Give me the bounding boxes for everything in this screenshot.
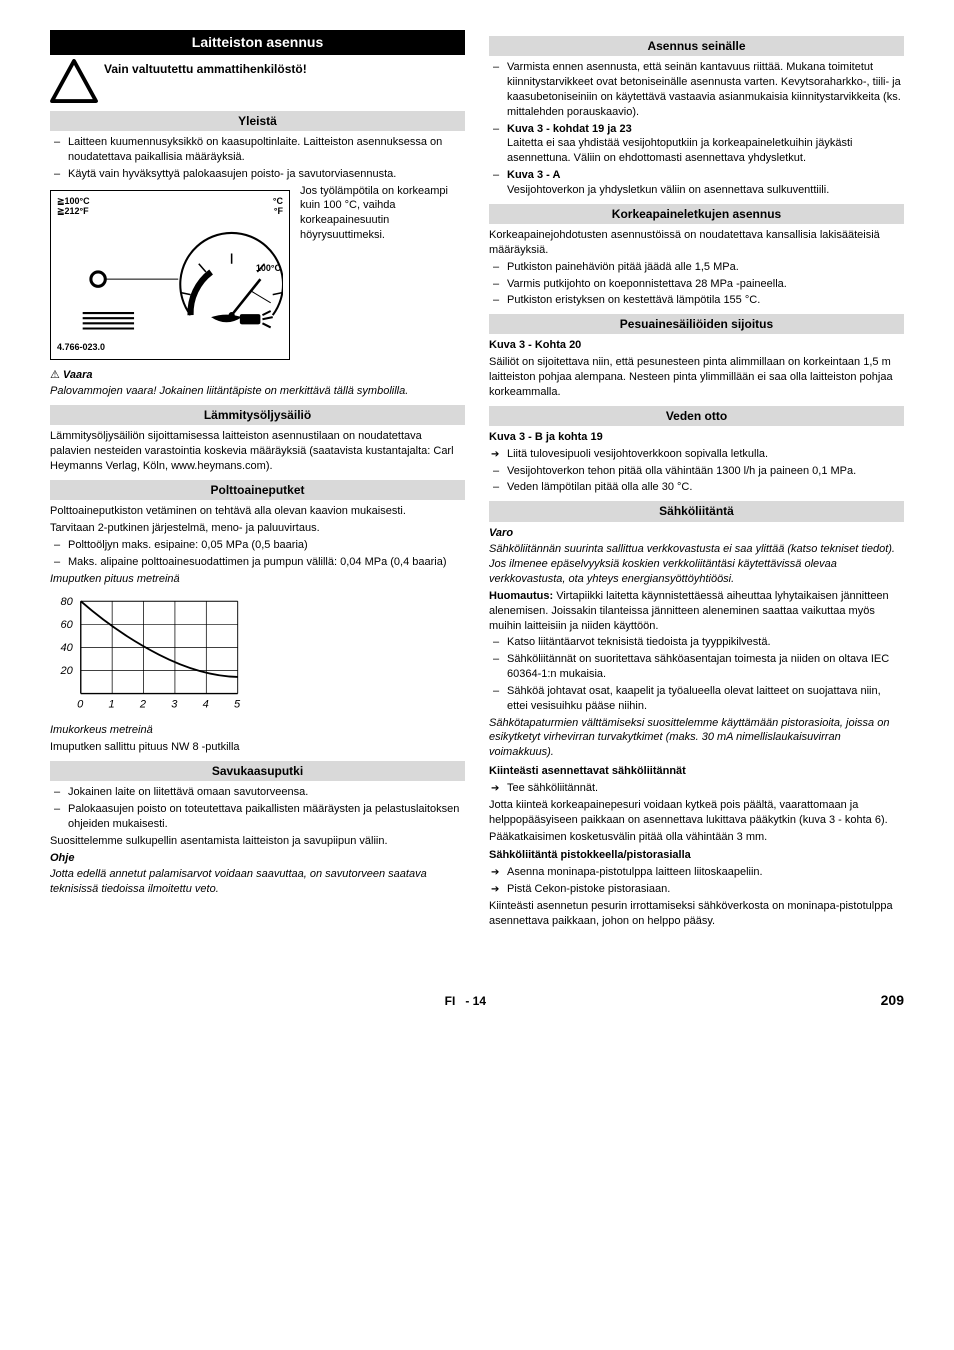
plug-arrow-list: Asenna moninapa-pistotulppa laitteen lii… xyxy=(489,865,904,897)
svg-text:1: 1 xyxy=(108,699,114,711)
authorized-warning-box: Vain valtuutettu ammattihenkilöstö! xyxy=(50,59,465,103)
general-list: Laitteen kuumennusyksikkö on kaasupoltin… xyxy=(50,135,465,182)
gauge-diagram: ≧100°C ≧212°F °C °F xyxy=(50,190,290,360)
danger-heading: ⚠ Vaara xyxy=(50,368,465,383)
elec-list: Katso liitäntäarvot teknisistä tiedoista… xyxy=(489,635,904,713)
list-item: Putkiston eristyksen on kestettävä lämpö… xyxy=(489,293,904,308)
warning-triangle-icon xyxy=(50,59,98,103)
label-setpoint: 100°C xyxy=(256,264,281,274)
det-body: Säiliöt on sijoitettava niin, että pesun… xyxy=(489,355,904,400)
list-item: Palokaasujen poisto on toteutettava paik… xyxy=(50,802,465,832)
section-tank: Lämmitysöljysäiliö xyxy=(50,405,465,425)
varo-title: Varo xyxy=(489,526,904,541)
fixed-body1: Jotta kiinteä korkeapainepesuri voidaan … xyxy=(489,798,904,828)
danger-body: Palovammojen vaara! Jokainen liitäntäpis… xyxy=(50,384,465,399)
list-item: Maks. alipaine polttoainesuodattimen ja … xyxy=(50,555,465,570)
wall-list: Varmista ennen asennusta, että seinän ka… xyxy=(489,60,904,198)
page-number: 209 xyxy=(881,991,904,1010)
note-body: Jotta edellä annetut palamisarvot voidaa… xyxy=(50,867,465,897)
list-item: Vesijohtoverkon tehon pitää olla vähintä… xyxy=(489,464,904,479)
footer-dash: - xyxy=(465,994,469,1008)
svg-text:20: 20 xyxy=(59,666,73,678)
gauge-side-note: Jos työlämpötila on korkeampi kuin 100 °… xyxy=(300,184,465,243)
footer-lang: FI xyxy=(445,994,456,1008)
note-title: Ohje xyxy=(50,851,465,866)
list-item: Putkiston painehäviön pitää jäädä alle 1… xyxy=(489,260,904,275)
svg-text:40: 40 xyxy=(60,642,73,654)
section-general: Yleistä xyxy=(50,111,465,131)
varo-body: Sähköliitännän suurinta sallittua verkko… xyxy=(489,542,904,587)
page-footer: FI - 14 209 xyxy=(50,991,904,1010)
label-212f: ≧212°F xyxy=(57,207,90,217)
huom-line: Huomautus: Virtapiikki laitetta käynnist… xyxy=(489,589,904,634)
list-item: Liitä tulovesipuoli vesijohtoverkkoon so… xyxy=(489,447,904,462)
plug-title: Sähköliitäntä pistokkeella/pistorasialla xyxy=(489,848,904,863)
flue-p: Suosittelemme sulkupellin asentamista la… xyxy=(50,834,465,849)
fuel-chart: 80 60 40 20 0 1 2 3 4 5 xyxy=(50,592,250,712)
list-item: Veden lämpötilan pitää olla alle 30 °C. xyxy=(489,480,904,495)
list-item: Pistä Cekon-pistoke pistorasiaan. xyxy=(489,882,904,897)
section-flue: Savukaasuputki xyxy=(50,761,465,781)
part-number: 4.766-023.0 xyxy=(57,343,283,353)
list-item: Laitteen kuumennusyksikkö on kaasupoltin… xyxy=(50,135,465,165)
tank-body: Lämmitysöljysäiliön sijoittamisessa lait… xyxy=(50,429,465,474)
chart-y-label: Imuputken pituus metreinä xyxy=(50,572,465,587)
section-elec: Sähköliitäntä xyxy=(489,501,904,521)
section-water: Veden otto xyxy=(489,406,904,426)
list-item: Katso liitäntäarvot teknisistä tiedoista… xyxy=(489,635,904,650)
list-item: Kuva 3 - AVesijohtoverkon ja yhdysletkun… xyxy=(489,168,904,198)
fuel-list: Polttoöljyn maks. esipaine: 0,05 MPa (0,… xyxy=(50,538,465,570)
chart-x-label: Imukorkeus metreinä xyxy=(50,723,465,738)
section-fuel: Polttoaineputket xyxy=(50,480,465,500)
section-detergent: Pesuainesäiliöiden sijoitus xyxy=(489,314,904,334)
section-hp: Korkeapaineletkujen asennus xyxy=(489,204,904,224)
list-item: Asenna moninapa-pistotulppa laitteen lii… xyxy=(489,865,904,880)
hp-list: Putkiston painehäviön pitää jäädä alle 1… xyxy=(489,260,904,309)
water-sub: Kuva 3 - B ja kohta 19 xyxy=(489,430,904,445)
elec-italic: Sähkötapaturmien välttämiseksi suosittel… xyxy=(489,716,904,761)
list-item: Käytä vain hyväksyttyä palokaasujen pois… xyxy=(50,167,465,182)
svg-text:0: 0 xyxy=(77,699,84,711)
fixed-body2: Pääkatkaisimen kosketusvälin pitää olla … xyxy=(489,830,904,845)
section-wall: Asennus seinälle xyxy=(489,36,904,56)
water-arrow-list: Liitä tulovesipuoli vesijohtoverkkoon so… xyxy=(489,447,904,462)
fixed-title: Kiinteästi asennettavat sähköliitännät xyxy=(489,764,904,779)
det-sub: Kuva 3 - Kohta 20 xyxy=(489,338,904,353)
list-item: Sähköliitännät on suoritettava sähköasen… xyxy=(489,652,904,682)
list-item: Polttoöljyn maks. esipaine: 0,05 MPa (0,… xyxy=(50,538,465,553)
svg-text:3: 3 xyxy=(171,699,178,711)
list-item: Varmista ennen asennusta, että seinän ka… xyxy=(489,60,904,119)
hp-intro: Korkeapainejohdotusten asennustöissä on … xyxy=(489,228,904,258)
list-item: Kuva 3 - kohdat 19 ja 23Laitetta ei saa … xyxy=(489,122,904,167)
main-title: Laitteiston asennus xyxy=(50,30,465,55)
fuel-p2: Tarvitaan 2-putkinen järjestelmä, meno- … xyxy=(50,521,465,536)
footer-sub: 14 xyxy=(473,994,486,1008)
svg-text:4: 4 xyxy=(203,699,209,711)
label-f: °F xyxy=(273,207,283,217)
fixed-arrow-list: Tee sähköliitännät. xyxy=(489,781,904,796)
fuel-p1: Polttoaineputkiston vetäminen on tehtävä… xyxy=(50,504,465,519)
list-item: Tee sähköliitännät. xyxy=(489,781,904,796)
list-item: Sähköä johtavat osat, kaapelit ja työalu… xyxy=(489,684,904,714)
list-item: Jokainen laite on liitettävä omaan savut… xyxy=(50,785,465,800)
list-item: Varmis putkijohto on koeponnistettava 28… xyxy=(489,277,904,292)
svg-text:80: 80 xyxy=(60,596,73,608)
authorized-warning-text: Vain valtuutettu ammattihenkilöstö! xyxy=(104,59,307,77)
plug-body: Kiinteästi asennetun pesurin irrottamise… xyxy=(489,899,904,929)
svg-text:5: 5 xyxy=(234,699,241,711)
svg-text:2: 2 xyxy=(139,699,146,711)
flue-list: Jokainen laite on liitettävä omaan savut… xyxy=(50,785,465,832)
svg-text:60: 60 xyxy=(60,619,73,631)
chart-caption: Imuputken sallittu pituus NW 8 -putkilla xyxy=(50,740,465,755)
water-list: Vesijohtoverkon tehon pitää olla vähintä… xyxy=(489,464,904,496)
